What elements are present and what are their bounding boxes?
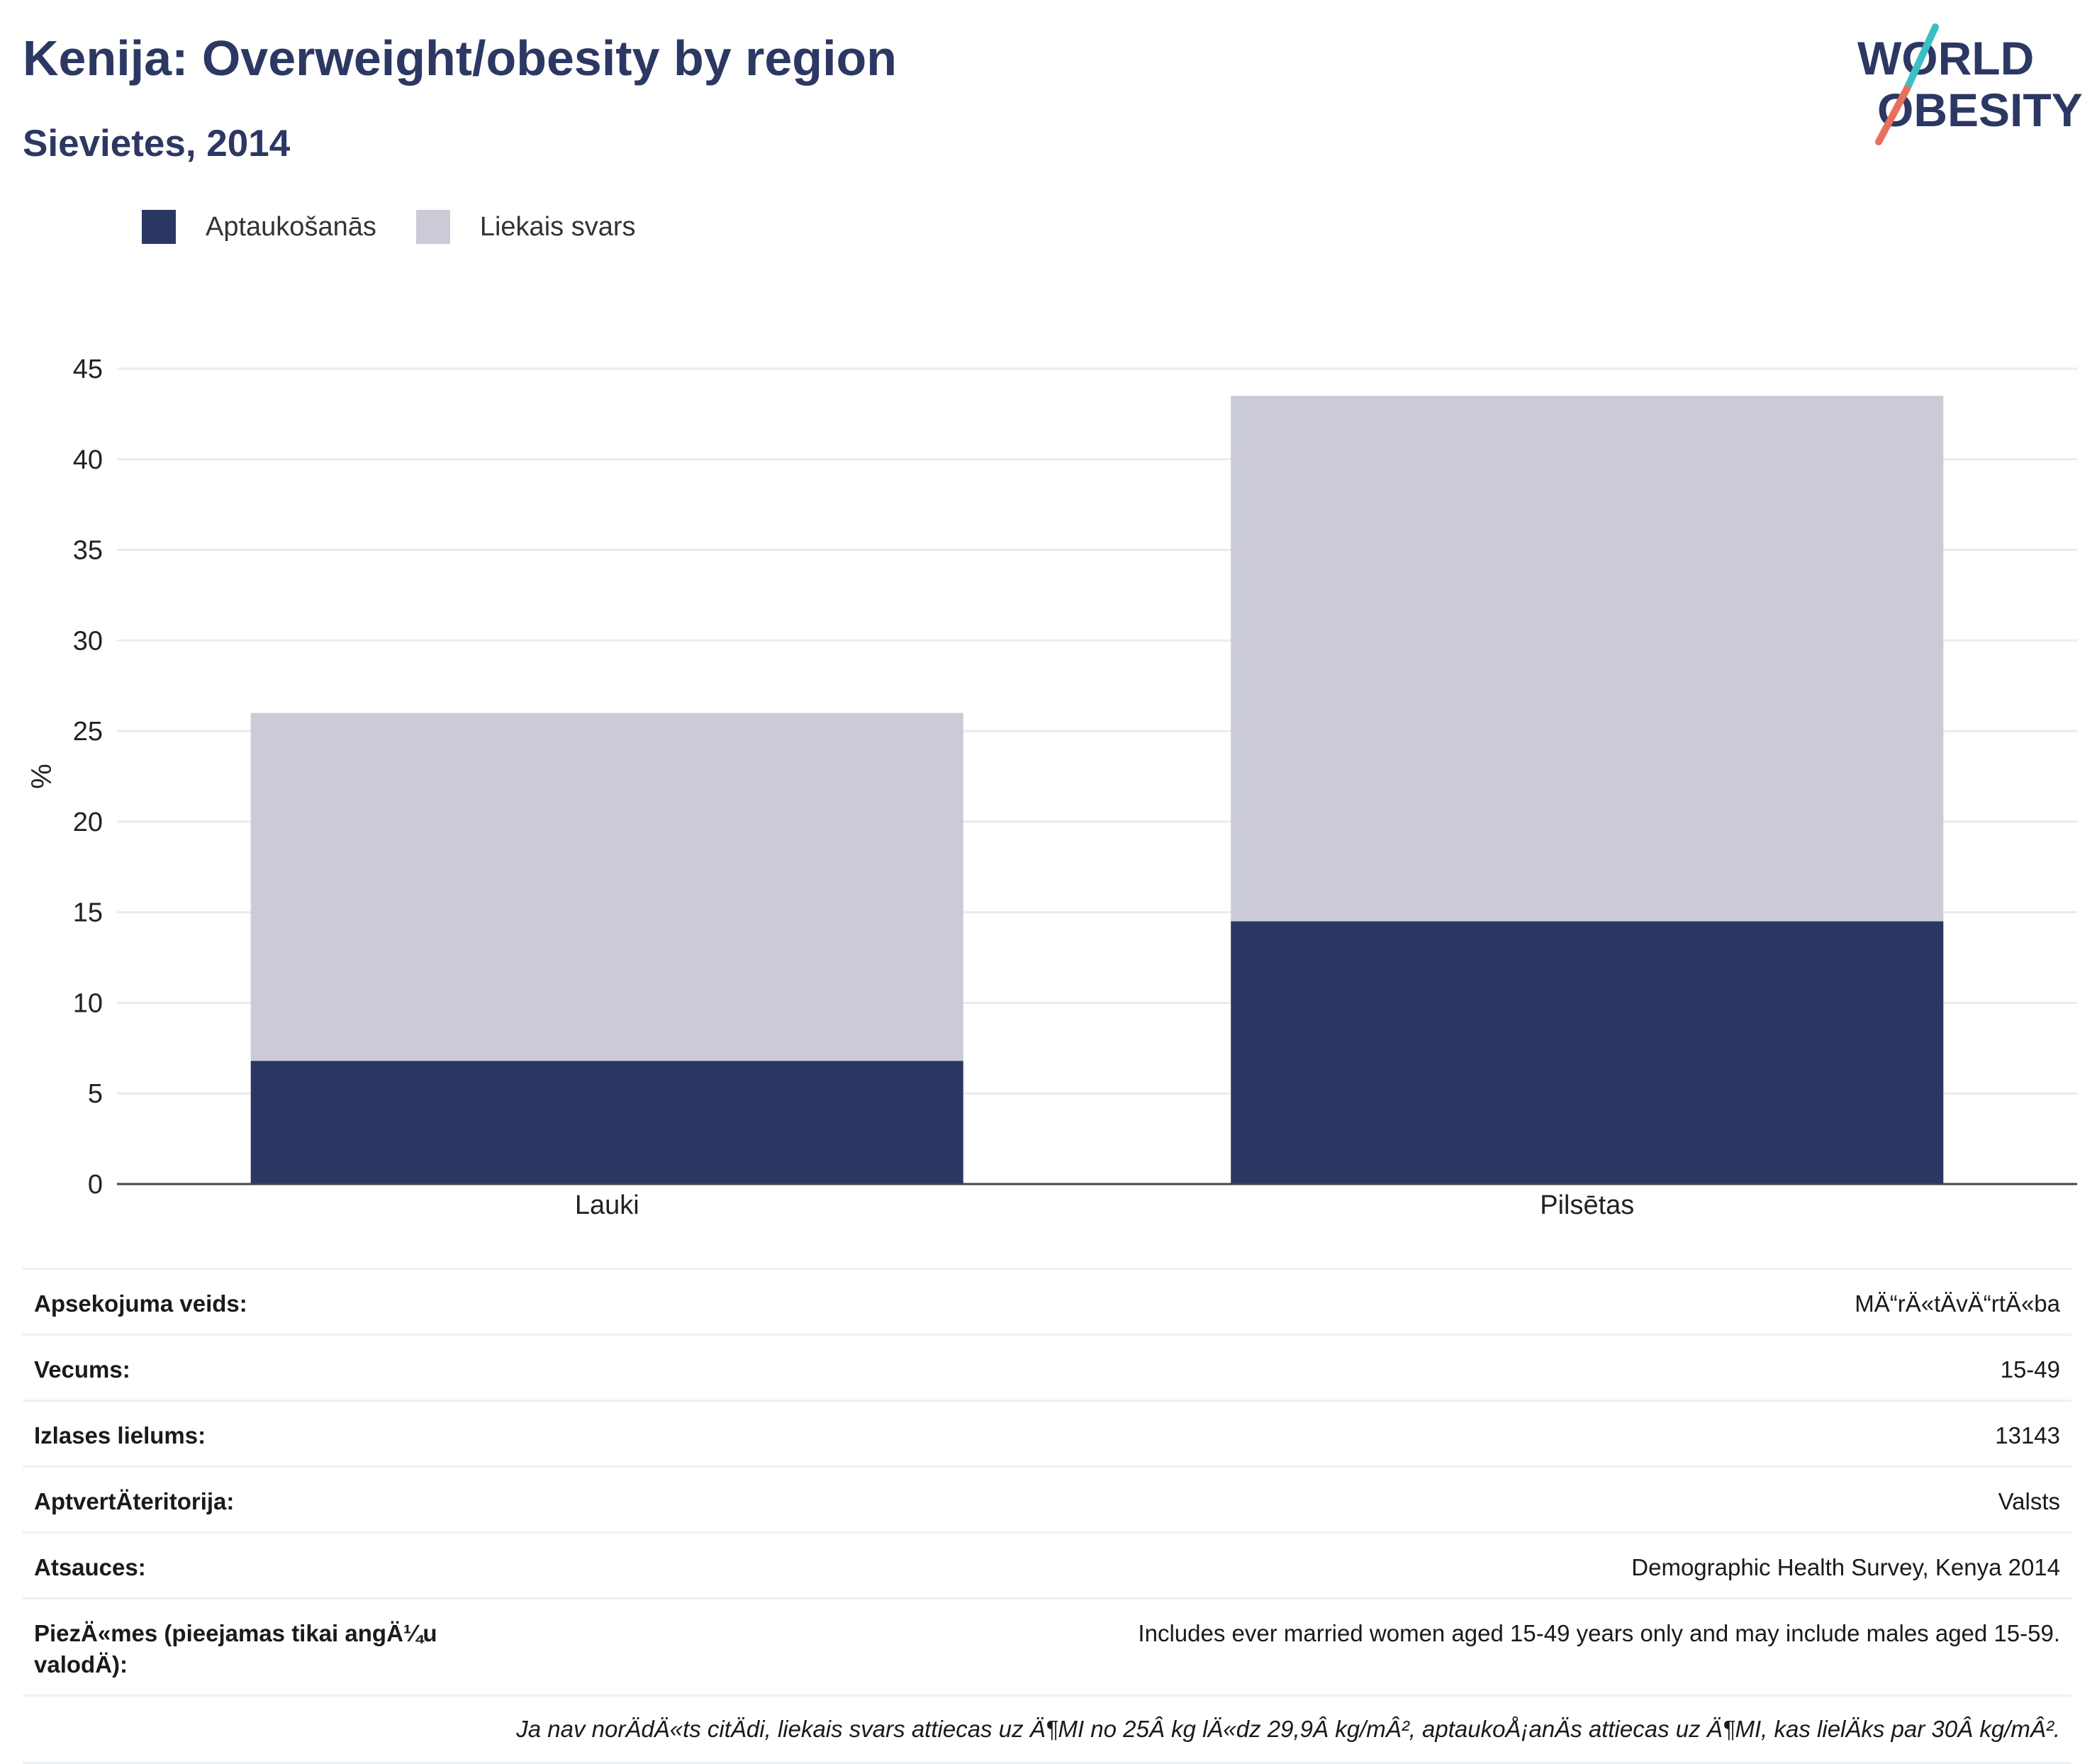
y-tick-label: 5 — [88, 1079, 103, 1109]
logo-slash-bottom — [1875, 85, 1911, 145]
y-tick-label: 40 — [73, 445, 103, 475]
y-axis-label: % — [26, 764, 57, 789]
info-value: 15-49 — [2000, 1356, 2060, 1383]
y-tick-label: 15 — [73, 898, 103, 928]
world-obesity-logo: WORLD OBESITY — [1857, 23, 2083, 145]
info-row-notes: PiezÄ«mes (pieejamas tikai angÄ¼u valodÄ… — [23, 1597, 2071, 1695]
logo-text-world: WORLD — [1857, 32, 2034, 84]
info-value: 13143 — [1995, 1422, 2060, 1448]
info-value: Valsts — [1998, 1488, 2060, 1514]
legend-item-obesity[interactable]: Aptaukošanās — [142, 210, 376, 244]
bar-obesity-0 — [250, 1061, 963, 1184]
x-tick-label: Lauki — [575, 1190, 639, 1220]
info-label: AptvertÄteritorija: — [34, 1488, 235, 1514]
info-row-age: Vecums: 15-49 — [23, 1334, 2071, 1400]
chart-legend: Aptaukošanās Liekais svars — [142, 210, 675, 244]
y-tick-label: 10 — [73, 988, 103, 1018]
info-row-references: Atsauces: Demographic Health Survey, Ken… — [23, 1531, 2071, 1597]
info-row-survey-type: Apsekojuma veids: MÄ“rÄ«tÄvÄ“rtÄ«ba — [23, 1268, 2071, 1334]
info-value: MÄ“rÄ«tÄvÄ“rtÄ«ba — [1855, 1290, 2060, 1317]
chart-title: Kenija: Overweight/obesity by region — [23, 30, 897, 86]
info-label: Izlases lielums: — [34, 1422, 206, 1448]
logo-text-obesity: OBESITY — [1877, 84, 2083, 136]
bar-overweight-0 — [250, 713, 963, 1061]
y-tick-label: 25 — [73, 717, 103, 747]
info-label: Atsauces: — [34, 1554, 146, 1580]
info-label: PiezÄ«mes (pieejamas tikai angÄ¼u valodÄ… — [34, 1620, 437, 1678]
info-value: Includes ever married women aged 15-49 y… — [1138, 1620, 2060, 1646]
info-value: Demographic Health Survey, Kenya 2014 — [1631, 1554, 2060, 1580]
y-tick-label: 20 — [73, 808, 103, 837]
definition-footnote: Ja nav norÄdÄ«ts citÄdi, liekais svars a… — [23, 1695, 2071, 1764]
info-label: Vecums: — [34, 1356, 130, 1383]
info-label: Apsekojuma veids: — [34, 1290, 247, 1317]
bar-obesity-1 — [1231, 921, 1944, 1184]
y-tick-label: 35 — [73, 536, 103, 566]
logo-slash-top — [1903, 23, 1939, 92]
x-tick-label: Pilsētas — [1540, 1190, 1634, 1220]
stacked-bar-chart: 0 5 10 15 20 25 30 35 40 45% Lauki Pilsētas — [26, 355, 2077, 1220]
survey-info-table: Apsekojuma veids: MÄ“rÄ«tÄvÄ“rtÄ«ba Vecu… — [23, 1268, 2071, 1764]
legend-label-obesity: Aptaukošanās — [206, 211, 376, 242]
info-row-coverage: AptvertÄteritorija: Valsts — [23, 1466, 2071, 1531]
y-tick-label: 30 — [73, 626, 103, 656]
legend-item-overweight[interactable]: Liekais svars — [415, 210, 636, 244]
y-tick-label: 45 — [73, 355, 103, 384]
legend-swatch-overweight — [415, 210, 450, 244]
info-row-sample-size: Izlases lielums: 13143 — [23, 1400, 2071, 1466]
chart-subtitle: Sievietes, 2014 — [23, 123, 291, 164]
bar-overweight-1 — [1231, 396, 1944, 922]
legend-label-overweight: Liekais svars — [479, 211, 636, 242]
y-tick-label: 0 — [88, 1170, 103, 1200]
legend-swatch-obesity — [142, 210, 176, 244]
